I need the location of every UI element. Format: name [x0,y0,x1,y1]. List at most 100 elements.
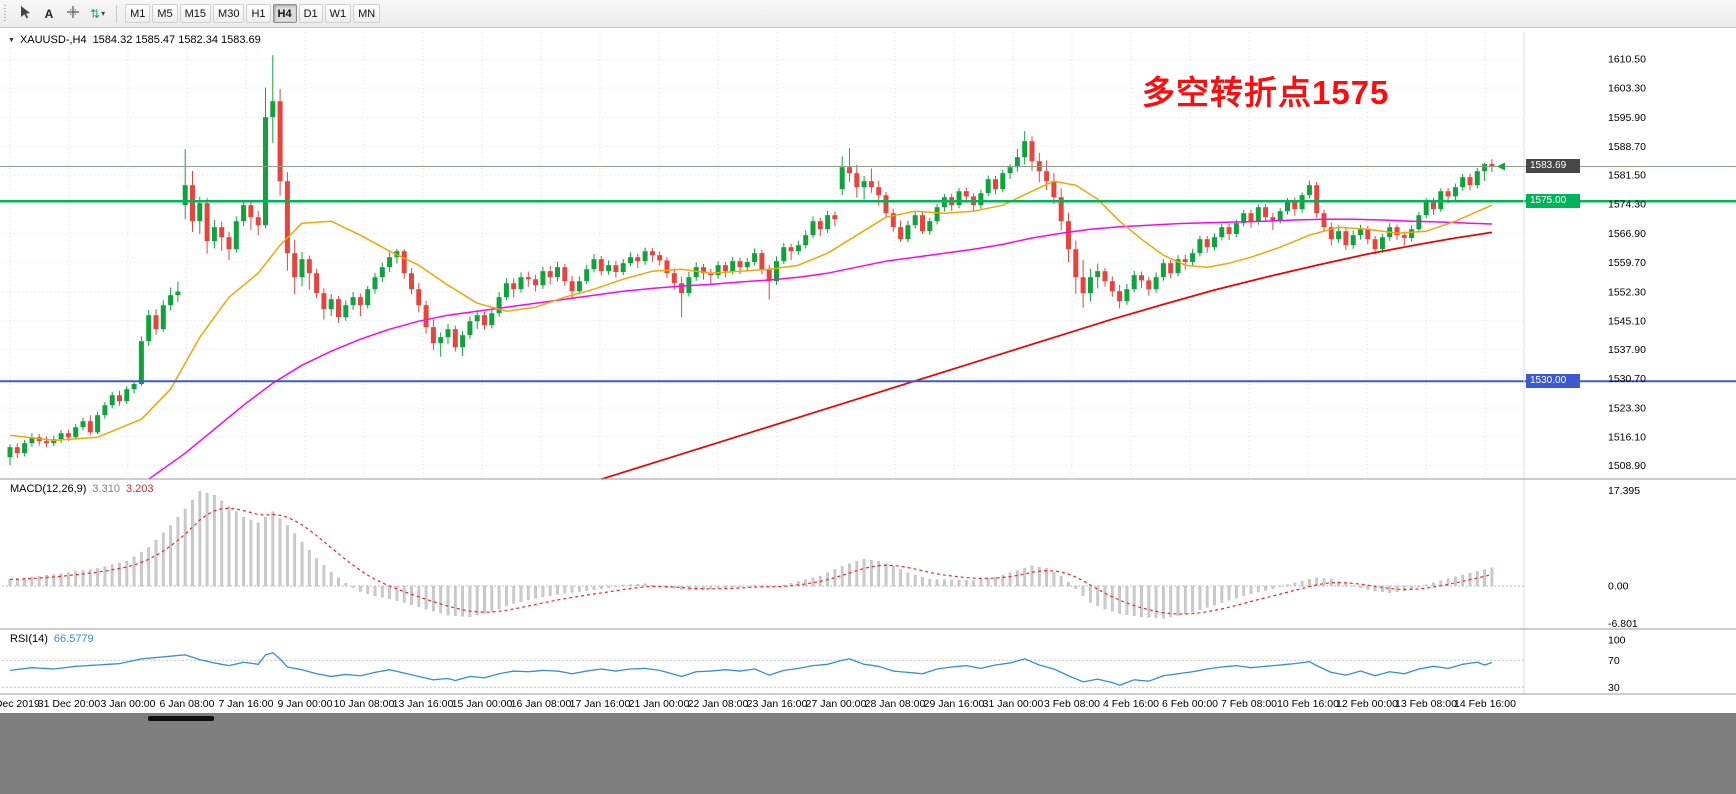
macd-histogram-bar [607,585,611,588]
line-studies-dropdown[interactable]: ⇅ ▾ [86,4,109,24]
macd-histogram-bar [1103,585,1107,610]
price-tick-label: 1595.90 [1608,112,1646,124]
macd-histogram-bar [592,585,596,590]
candle-body [416,289,422,306]
date-tick-label: 15 Jan 00:00 [452,698,513,710]
macd-histogram-bar [1169,585,1173,618]
candle-body [533,279,539,286]
candle-body [803,235,809,246]
macd-signal-value: 3.203 [125,483,154,495]
macd-main-value: 3.310 [92,483,120,495]
macd-histogram-bar [1380,585,1384,592]
candle-body [1007,167,1013,174]
macd-histogram-bar [490,585,494,612]
macd-histogram-bar [293,533,297,587]
macd-histogram-bar [599,585,603,589]
macd-histogram-bar [891,566,895,587]
date-tick-label: 22 Jan 08:00 [688,698,749,710]
price-tick-label: 1508.90 [1608,460,1646,472]
candle-body [1219,227,1225,238]
pointer-tool-button[interactable] [14,4,36,24]
macd-histogram-bar [402,585,406,603]
macd-histogram-bar [862,558,866,587]
crosshair-tool-button[interactable] [62,4,84,24]
updown-arrows-icon: ⇅ [90,6,101,21]
candle-body [1263,207,1269,218]
date-tick-label: 3 Jan 00:00 [101,698,156,710]
footer-accent-bar [148,716,214,721]
candle-body [44,441,49,444]
candle-body [496,297,502,314]
symbol-dropdown-icon[interactable]: ▼ [8,36,15,44]
candle-body [657,255,663,261]
candle-body [555,267,560,278]
macd-histogram-bar [731,585,735,588]
macd-histogram-bar [994,577,997,587]
macd-histogram-bar [986,578,990,587]
macd-histogram-bar [1286,584,1289,587]
macd-axis-label: -6.801 [1608,618,1638,630]
chart-canvas[interactable]: 1610.50 1603.30 1595.90 1588.70 1581.50 1574.… [0,28,1736,713]
candle-body [1416,215,1422,230]
date-tick-label: 17 Jan 16:00 [570,698,631,710]
macd-histogram-bar [556,585,559,595]
timeframe-button-h4[interactable]: H4 [272,4,297,23]
macd-histogram-bar [249,519,253,587]
macd-histogram-bar [855,561,859,587]
date-tick-label: 12 Feb 00:00 [1336,698,1398,710]
macd-histogram-bar [848,563,851,587]
timeframe-button-m30[interactable]: M30 [213,4,245,23]
candle-body [1358,229,1363,236]
date-tick-label: 13 Jan 16:00 [393,698,454,710]
candle-body [117,395,122,402]
toolbar-grip[interactable] [4,4,9,23]
macd-histogram-bar [738,585,742,587]
candle-body [73,427,79,438]
timeframe-button-m15[interactable]: M15 [179,4,212,23]
macd-histogram-bar [1278,585,1282,587]
text-tool-button[interactable]: A [38,4,60,24]
macd-histogram-bar [979,579,983,587]
candle-body [576,281,582,292]
macd-histogram-bar [446,585,450,616]
candle-body [708,273,714,276]
candle-body [131,384,137,390]
macd-histogram-bar [45,575,48,587]
date-tick-label: 14 Feb 16:00 [1454,698,1516,710]
macd-histogram-bar [636,583,640,587]
timeframe-button-d1[interactable]: D1 [298,4,323,23]
macd-histogram-bar [191,500,194,587]
candle-body [1175,259,1181,274]
text-tool-icon: A [44,6,54,21]
chart-annotation-text[interactable]: 多空转折点1575 [1142,74,1390,111]
timeframe-button-m1[interactable]: M1 [125,4,151,23]
candle-body [409,273,414,290]
macd-histogram-bar [81,570,85,587]
chart-region: 1610.50 1603.30 1595.90 1588.70 1581.50 1574.… [0,28,1736,713]
candle-body [197,203,203,222]
price-tick-label: 1559.70 [1608,257,1646,269]
timeframe-button-mn[interactable]: MN [353,4,381,23]
macd-histogram-bar [578,585,581,592]
macd-histogram-bar [366,585,370,594]
price-tick-label: 1610.50 [1608,54,1646,66]
macd-histogram-bar [943,579,946,587]
timeframe-button-m5[interactable]: M5 [152,4,178,23]
macd-histogram-bar [811,577,815,587]
macd-histogram-bar [139,551,143,587]
timeframe-button-h1[interactable]: H1 [246,4,271,23]
price-tick-label: 1574.30 [1608,199,1646,211]
macd-histogram-bar [804,579,808,587]
candle-body [51,439,57,444]
candle-body [985,179,991,194]
macd-histogram-bar [1205,585,1209,608]
macd-histogram-bar [519,585,523,602]
macd-histogram-bar [1315,577,1319,587]
candle-body [1160,263,1166,278]
candle-body [445,329,451,338]
candle-body [1482,164,1488,172]
candle-body [1292,201,1298,210]
timeframe-button-w1[interactable]: W1 [324,4,352,23]
candle-body [1066,221,1071,250]
candle-body [993,179,998,190]
